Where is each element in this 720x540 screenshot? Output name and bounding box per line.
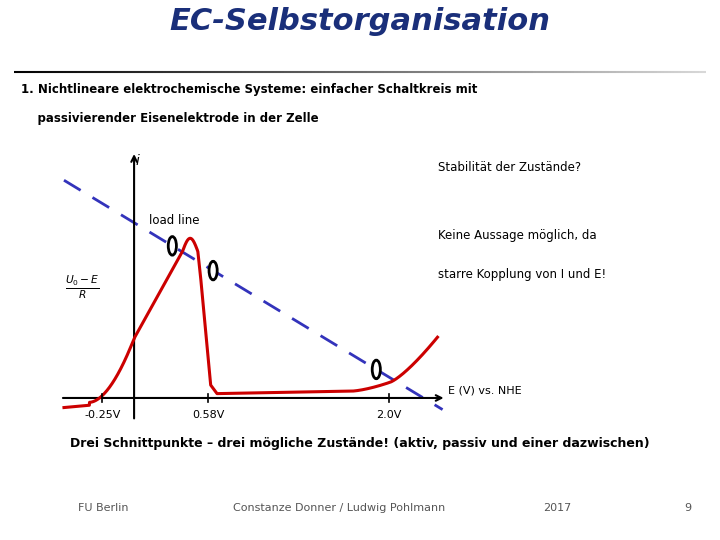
Text: passivierender Eisenelektrode in der Zelle: passivierender Eisenelektrode in der Zel… xyxy=(22,112,319,125)
Text: Keine Aussage möglich, da: Keine Aussage möglich, da xyxy=(438,229,596,242)
Text: E (V) vs. NHE: E (V) vs. NHE xyxy=(448,386,521,396)
Circle shape xyxy=(168,237,176,255)
Text: load line: load line xyxy=(149,214,200,227)
Text: $\frac{U_0 - E}{R}$: $\frac{U_0 - E}{R}$ xyxy=(66,274,100,301)
Text: 1. Nichtlineare elektrochemische Systeme: einfacher Schaltkreis mit: 1. Nichtlineare elektrochemische Systeme… xyxy=(22,83,477,97)
Text: Constanze Donner / Ludwig Pohlmann: Constanze Donner / Ludwig Pohlmann xyxy=(233,503,445,512)
Text: i: i xyxy=(136,154,140,168)
Text: Drei Schnittpunkte – drei mögliche Zustände! (aktiv, passiv und einer dazwischen: Drei Schnittpunkte – drei mögliche Zustä… xyxy=(70,437,650,450)
Text: starre Kopplung von I und E!: starre Kopplung von I und E! xyxy=(438,268,606,281)
Circle shape xyxy=(372,360,380,379)
Text: -0.25V: -0.25V xyxy=(84,409,120,420)
Text: EC-Selbstorganisation: EC-Selbstorganisation xyxy=(169,8,551,36)
Text: 0.58V: 0.58V xyxy=(192,409,224,420)
Text: 9: 9 xyxy=(685,503,692,512)
Circle shape xyxy=(209,261,217,280)
Text: Stabilität der Zustände?: Stabilität der Zustände? xyxy=(438,161,581,174)
Text: FU Berlin: FU Berlin xyxy=(78,503,128,512)
Text: 2017: 2017 xyxy=(544,503,572,512)
Text: 2.0V: 2.0V xyxy=(377,409,402,420)
